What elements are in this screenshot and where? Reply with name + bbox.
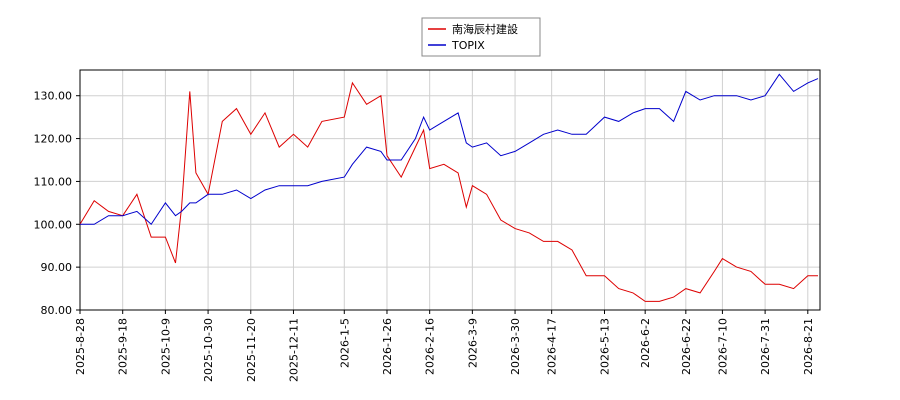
x-tick-label: 2026-1-26 xyxy=(381,318,394,375)
x-tick-label: 2026-3-9 xyxy=(466,318,479,368)
legend-box xyxy=(421,17,541,57)
plot-frame xyxy=(79,69,821,311)
x-tick-label: 2025-8-28 xyxy=(74,318,87,375)
line-series xyxy=(80,73,819,226)
x-tick-label: 2026-7-31 xyxy=(759,318,772,375)
y-tick-label: 80.00 xyxy=(41,304,73,317)
x-tick-label: 2026-4-17 xyxy=(546,318,559,375)
legend-label: TOPIX xyxy=(451,39,485,52)
y-tick-label: 90.00 xyxy=(41,261,73,274)
x-tick-label: 2025-11-20 xyxy=(245,318,258,382)
x-tick-label: 2025-10-9 xyxy=(159,318,172,375)
y-tick-label: 130.00 xyxy=(34,90,73,103)
x-tick-label: 2026-3-30 xyxy=(509,318,522,375)
x-tick-label: 2026-1-5 xyxy=(338,318,351,368)
x-tick-label: 2026-2-16 xyxy=(424,318,437,375)
legend-label: 南海辰村建設 xyxy=(452,22,518,36)
y-tick-label: 120.00 xyxy=(34,133,73,146)
x-tick-label: 2025-12-11 xyxy=(287,318,300,382)
x-tick-label: 2025-9-18 xyxy=(117,318,130,375)
x-tick-label: 2026-7-10 xyxy=(716,318,729,375)
x-tick-label: 2026-6-2 xyxy=(639,318,652,368)
y-tick-label: 100.00 xyxy=(34,218,73,231)
x-tick-label: 2026-6-22 xyxy=(680,318,693,375)
x-tick-label: 2026-5-13 xyxy=(599,318,612,375)
x-tick-label: 2026-8-21 xyxy=(802,318,815,375)
line-series xyxy=(79,81,818,302)
x-tick-label: 2025-10-30 xyxy=(202,318,215,382)
y-tick-label: 110.00 xyxy=(34,175,73,188)
